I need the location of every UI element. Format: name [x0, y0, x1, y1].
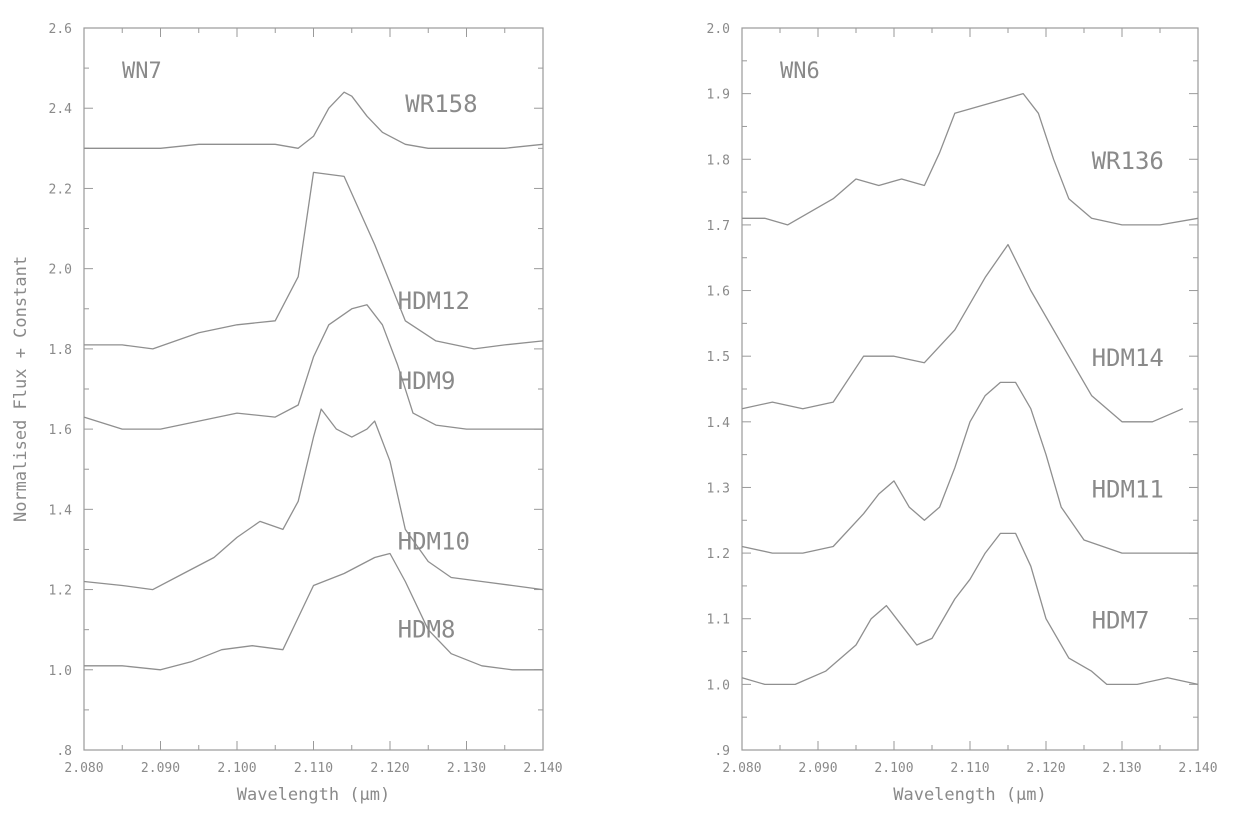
series-label-hdm14: HDM14: [1092, 344, 1164, 372]
y-tick-label: 1.6: [49, 423, 72, 438]
x-tick-label: 2.080: [722, 761, 761, 776]
x-tick-label: 2.120: [1026, 761, 1065, 776]
y-tick-label: 2.0: [707, 22, 730, 37]
x-tick-label: 2.090: [798, 761, 837, 776]
x-tick-label: 2.080: [64, 761, 103, 776]
series-line-hdm12: [84, 171, 544, 350]
y-tick-label: 1.9: [707, 88, 730, 103]
x-axis-title: Wavelength (μm): [237, 785, 391, 805]
series-line-hdm7: [741, 532, 1199, 686]
y-tick-label: 1.2: [707, 547, 730, 562]
y-tick-label: .8: [56, 744, 72, 759]
series-label-hdm11: HDM11: [1092, 475, 1164, 503]
wn7-panel: 2.080 2.090 2.100 2.110 2.120 2.130 2.140 .8 1.0…: [11, 22, 563, 805]
y-tick-label: 2.2: [49, 182, 72, 197]
series-line-wr136: [742, 92, 1199, 226]
series-label-hdm7: HDM7: [1092, 607, 1150, 635]
x-tick-label: 2.110: [950, 761, 989, 776]
series-line-hdm9: [83, 304, 543, 430]
x-tick-label: 2.130: [447, 761, 486, 776]
y-axis-title: Normalised Flux + Constant: [11, 256, 31, 522]
series-line-hdm14: [741, 243, 1184, 423]
plot-frame: [741, 27, 1199, 751]
y-tick-label: .9: [714, 744, 730, 759]
y-tick-label: 1.0: [707, 678, 730, 693]
series-label-hdm8: HDM8: [398, 616, 456, 644]
y-tick-label: 1.0: [49, 664, 72, 679]
x-tick-label: 2.120: [370, 761, 409, 776]
y-tick-label: 1.6: [707, 285, 730, 300]
y-tick-label: 1.7: [707, 219, 730, 234]
series-label-wr136: WR136: [1092, 147, 1164, 175]
series-label-wr158: WR158: [405, 90, 477, 118]
x-tick-label: 2.140: [1178, 761, 1217, 776]
y-tick-label: 1.8: [49, 343, 72, 358]
y-tick-label: 2.6: [49, 22, 72, 37]
wn6-panel: 2.080 2.090 2.100 2.110 2.120 2.130 2.140 .9 1.0…: [707, 22, 1218, 805]
series-line-hdm11: [741, 381, 1198, 554]
x-tick-label: 2.110: [294, 761, 333, 776]
x-tick-label: 2.100: [217, 761, 256, 776]
y-tick-label: 1.3: [707, 481, 730, 496]
series-label-hdm9: HDM9: [398, 367, 456, 395]
y-tick-label: 1.4: [707, 416, 731, 431]
y-tick-label: 1.4: [49, 503, 73, 518]
panel-title: WN6: [780, 59, 820, 84]
x-tick-label: 2.140: [523, 761, 562, 776]
series-label-hdm10: HDM10: [398, 527, 470, 555]
y-tick-label: 1.8: [707, 153, 730, 168]
x-tick-label: 2.100: [874, 761, 913, 776]
y-tick-label: 1.2: [49, 584, 72, 599]
x-tick-label: 2.090: [141, 761, 180, 776]
x-axis-title: Wavelength (μm): [893, 785, 1047, 805]
y-tick-label: 2.0: [49, 263, 72, 278]
y-tick-label: 1.1: [707, 613, 730, 628]
series-label-hdm12: HDM12: [398, 287, 470, 315]
series-line-hdm8: [84, 552, 543, 671]
series-line-hdm10: [83, 408, 544, 591]
x-tick-label: 2.130: [1102, 761, 1141, 776]
y-tick-label: 2.4: [49, 102, 73, 117]
series-line-wr158: [84, 91, 544, 149]
y-tick-label: 1.5: [707, 350, 730, 365]
panel-title: WN7: [122, 59, 162, 84]
